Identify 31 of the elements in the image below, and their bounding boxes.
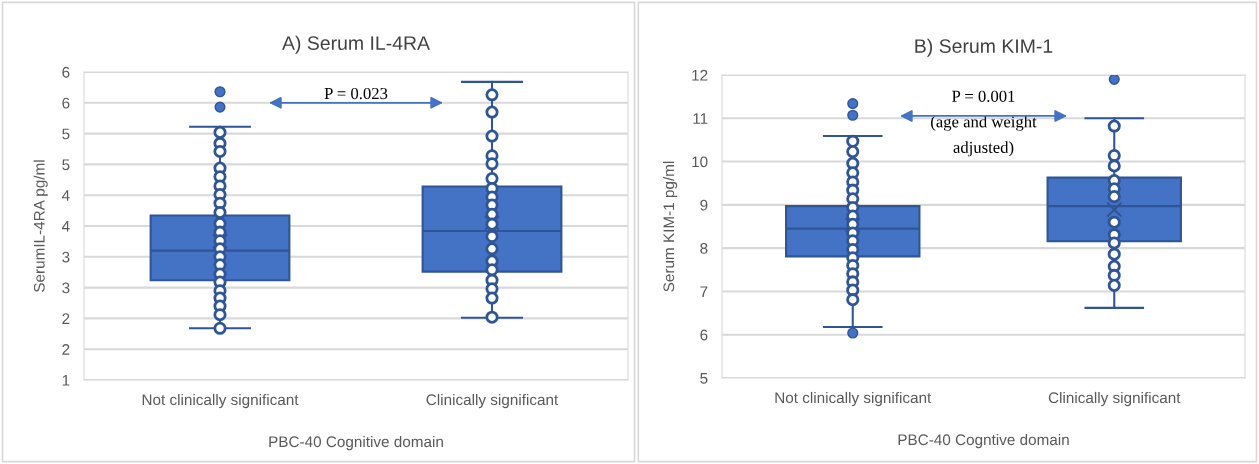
y-tick-label: 4: [61, 221, 70, 232]
chart-title: A) Serum IL-4RA: [282, 35, 430, 54]
y-tick-label: 6: [700, 329, 708, 341]
x-axis-title: PBC-40 Cogntive domain: [898, 433, 1069, 449]
annotation: P = 0.001 (age and weight adjusted): [931, 90, 1037, 157]
y-tick-label: 9: [700, 199, 708, 211]
y-tick-label: 6: [62, 97, 70, 109]
y-tick-label: 3: [62, 251, 70, 263]
y-tick-label: 7: [700, 286, 708, 297]
y-tick-label: 5: [62, 128, 70, 140]
y-tick-label: 12: [692, 69, 708, 81]
y-tick-label: 2: [62, 313, 70, 324]
y-tick-label: 1: [62, 375, 70, 386]
y-tick-label: 8: [700, 243, 708, 254]
x-tick-label: Clinically significant: [426, 393, 559, 409]
chart-title: B) Serum KIM-1: [915, 38, 1053, 57]
y-tick-label: 3: [62, 282, 70, 294]
annotation: P = 0.023: [324, 87, 388, 100]
x-tick-label: Not clinically significant: [142, 393, 299, 409]
y-tick-label: 4: [61, 190, 70, 201]
y-axis-title: SerumIL-4RA pg/ml: [33, 160, 48, 292]
y-tick-label: 6: [62, 66, 70, 78]
x-axis-title: PBC-40 Cognitive domain: [269, 435, 443, 451]
x-tick-label: Clinically significant: [1048, 391, 1181, 407]
y-tick-label: 5: [700, 373, 708, 384]
y-tick-label: 10: [692, 156, 708, 168]
y-tick-label: 5: [62, 159, 70, 171]
y-tick-label: 11: [693, 113, 708, 124]
x-tick-label: Not clinically significant: [775, 391, 932, 407]
y-axis-title: Serum KIM-1 pg/ml: [662, 161, 678, 292]
y-tick-label: 2: [62, 344, 70, 355]
